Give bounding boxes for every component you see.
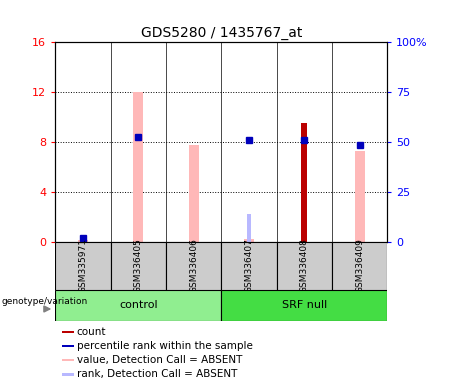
Bar xyxy=(62,345,74,347)
Text: genotype/variation: genotype/variation xyxy=(1,297,87,306)
Text: GSM336409: GSM336409 xyxy=(355,238,364,293)
Bar xyxy=(301,123,307,242)
Bar xyxy=(62,331,74,333)
Bar xyxy=(78,240,88,242)
Bar xyxy=(221,290,387,321)
Bar xyxy=(244,239,254,242)
Bar xyxy=(62,359,74,361)
Text: rank, Detection Call = ABSENT: rank, Detection Call = ABSENT xyxy=(77,369,237,379)
Bar xyxy=(133,92,143,242)
Text: value, Detection Call = ABSENT: value, Detection Call = ABSENT xyxy=(77,355,242,365)
Text: GSM336406: GSM336406 xyxy=(189,238,198,293)
Bar xyxy=(166,242,221,290)
Text: GSM336408: GSM336408 xyxy=(300,238,309,293)
Bar xyxy=(355,151,365,242)
Bar xyxy=(189,145,199,242)
Text: control: control xyxy=(119,300,158,310)
Title: GDS5280 / 1435767_at: GDS5280 / 1435767_at xyxy=(141,26,302,40)
Bar xyxy=(247,214,251,242)
Bar xyxy=(55,242,111,290)
Text: SRF null: SRF null xyxy=(282,300,327,310)
Text: GSM335971: GSM335971 xyxy=(78,238,88,293)
Bar xyxy=(332,242,387,290)
Bar xyxy=(277,242,332,290)
Text: count: count xyxy=(77,327,106,337)
Bar xyxy=(55,290,221,321)
Bar xyxy=(62,373,74,376)
Text: GSM336405: GSM336405 xyxy=(134,238,143,293)
Bar xyxy=(111,242,166,290)
Bar xyxy=(221,242,277,290)
Text: GSM336407: GSM336407 xyxy=(244,238,254,293)
Text: percentile rank within the sample: percentile rank within the sample xyxy=(77,341,253,351)
